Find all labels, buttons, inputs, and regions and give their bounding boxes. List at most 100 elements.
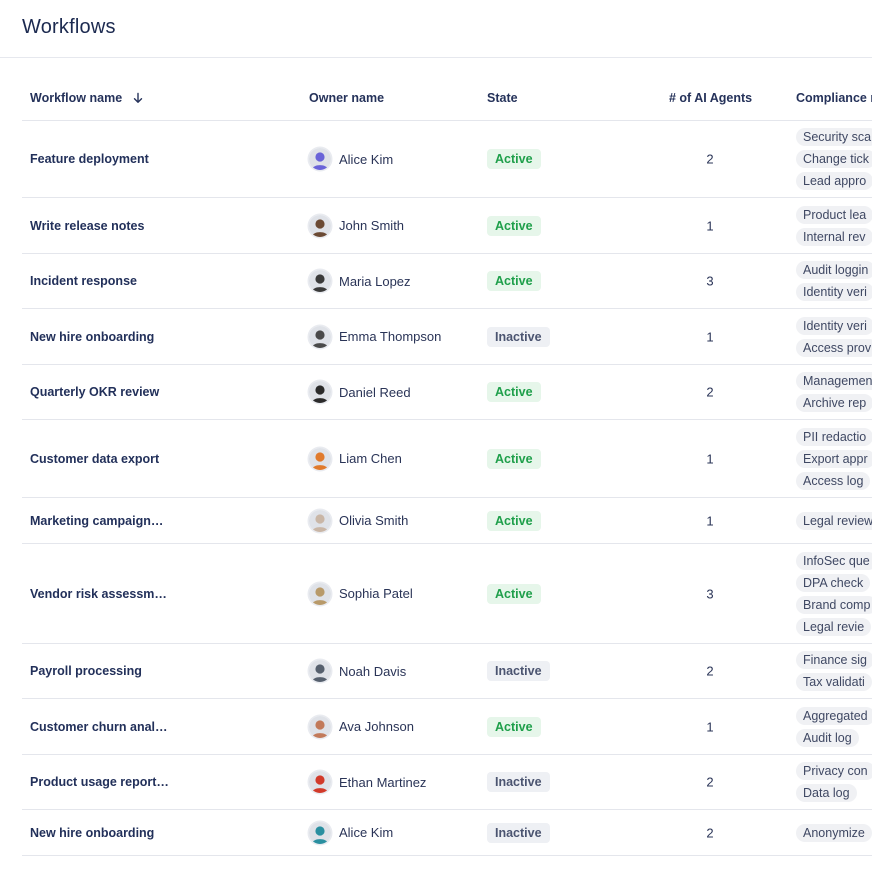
workflow-name-cell[interactable]: Vendor risk assessm…: [30, 586, 167, 601]
table-row[interactable]: Customer churn anal… Ava Johnson Active 1 Ag…: [22, 699, 872, 755]
state-cell: Active: [487, 382, 541, 402]
status-badge: Active: [487, 149, 541, 169]
compliance-chip: PII redactio: [796, 427, 872, 446]
workflow-name-cell[interactable]: Quarterly OKR review: [30, 385, 160, 399]
page-header: Workflows: [0, 0, 872, 58]
state-cell: Active: [487, 149, 541, 169]
compliance-cell: PII redactio Export appr Access log: [796, 427, 872, 490]
owner-name: Ethan Martinez: [339, 774, 427, 790]
avatar: [309, 270, 331, 292]
column-header-state[interactable]: State: [487, 91, 518, 105]
compliance-chip: Finance sig: [796, 651, 872, 669]
ai-agents-count: 1: [706, 329, 714, 344]
compliance-chip: Legal revie: [796, 617, 872, 636]
ai-agents-count: 2: [706, 384, 714, 400]
compliance-cell: Aggregated Audit log: [796, 706, 872, 747]
compliance-chip: InfoSec que: [796, 551, 872, 570]
owner-name: Sophia Patel: [339, 586, 413, 601]
state-cell: Inactive: [487, 822, 550, 843]
workflow-name-cell[interactable]: Product usage report…: [30, 775, 169, 789]
arrow-down-icon[interactable]: [132, 92, 144, 107]
compliance-cell: Finance sig Tax validati: [796, 651, 872, 691]
status-badge: Active: [487, 448, 541, 469]
compliance-chip: Data log: [796, 784, 857, 802]
table-row[interactable]: Vendor risk assessm… Sophia Patel Active 3 I…: [22, 544, 872, 644]
owner-cell: Ava Johnson: [309, 715, 414, 738]
workflow-name-cell[interactable]: Feature deployment: [30, 152, 149, 166]
owner-cell: Alice Kim: [309, 148, 393, 170]
table-header: Workflow name Owner name State # of AI A…: [22, 76, 872, 121]
workflow-name-cell[interactable]: Write release notes: [30, 218, 145, 233]
status-badge: Active: [487, 382, 541, 402]
status-badge: Active: [487, 583, 541, 604]
owner-cell: Liam Chen: [309, 447, 402, 470]
avatar: [309, 381, 331, 403]
status-badge: Active: [487, 510, 541, 531]
compliance-chip: Access prov: [796, 338, 872, 357]
compliance-chip: Identity veri: [796, 283, 872, 301]
ai-agents-count: 2: [706, 151, 714, 167]
compliance-chip: Audit log: [796, 728, 859, 747]
status-badge: Inactive: [487, 772, 550, 792]
compliance-cell: InfoSec que DPA check Brand comp Legal revi…: [796, 551, 872, 636]
owner-name: Alice Kim: [339, 151, 394, 167]
column-header-ai-agents[interactable]: # of AI Agents: [669, 91, 753, 105]
workflow-name-cell[interactable]: Customer churn anal…: [30, 719, 168, 734]
avatar: [309, 582, 331, 605]
state-cell: Active: [487, 271, 541, 291]
table-row[interactable]: Feature deployment Alice Kim Active 2 Securi…: [22, 121, 872, 198]
ai-agents-count: 3: [706, 273, 714, 289]
column-header-label: Workflow name: [30, 91, 123, 105]
table-row[interactable]: Payroll processing Noah Davis Inactive 2 Fin…: [22, 644, 872, 699]
owner-cell: Ethan Martinez: [309, 771, 426, 793]
compliance-chip: Change tick: [796, 150, 872, 168]
avatar: [309, 715, 331, 738]
compliance-chip: Privacy con: [796, 762, 872, 780]
ai-agents-count: 2: [706, 774, 714, 790]
avatar: [309, 148, 331, 170]
table-row[interactable]: New hire onboarding Alice Kim Inactive 2 Ano…: [22, 810, 872, 856]
status-badge: Inactive: [487, 661, 550, 681]
table-row[interactable]: Incident response Maria Lopez Active 3 Audit…: [22, 254, 872, 309]
state-cell: Active: [487, 583, 541, 604]
table-row[interactable]: Marketing campaign… Olivia Smith Active 1 Le…: [22, 498, 872, 544]
table-row[interactable]: Quarterly OKR review Daniel Reed Active 2 Ma…: [22, 365, 872, 420]
workflow-name-cell[interactable]: Incident response: [30, 274, 137, 288]
owner-cell: Sophia Patel: [309, 582, 413, 605]
compliance-cell: Security sca Change tick Lead appro: [796, 128, 872, 190]
state-cell: Active: [487, 448, 541, 469]
avatar: [309, 660, 331, 682]
table-row[interactable]: Write release notes John Smith Active 1 Prod…: [22, 198, 872, 254]
workflow-name-cell[interactable]: Marketing campaign…: [30, 513, 164, 528]
owner-cell: John Smith: [309, 214, 405, 237]
compliance-chip: Aggregated: [796, 706, 872, 725]
workflow-name-cell[interactable]: New hire onboarding: [30, 329, 155, 344]
compliance-cell: Legal review: [796, 511, 872, 530]
table-row[interactable]: Product usage report… Ethan Martinez Inact…: [22, 755, 872, 810]
ai-agents-count: 1: [706, 218, 714, 233]
workflows-table: Workflow name Owner name State # of AI A…: [22, 76, 872, 856]
workflow-name-cell[interactable]: Payroll processing: [30, 664, 142, 678]
owner-cell: Noah Davis: [309, 660, 406, 682]
workflow-name-cell[interactable]: New hire onboarding: [30, 825, 155, 840]
compliance-chip: Brand comp: [796, 595, 872, 614]
column-header-workflow-name[interactable]: Workflow name: [30, 91, 144, 107]
owner-name: Daniel Reed: [339, 384, 411, 400]
table-row[interactable]: New hire onboarding Emma Thompson Inactive…: [22, 309, 872, 365]
ai-agents-count: 2: [706, 825, 714, 840]
column-header-owner-name[interactable]: Owner name: [309, 91, 385, 105]
column-header-compliance[interactable]: Compliance r: [796, 91, 872, 105]
compliance-cell: Identity veri Access prov: [796, 316, 872, 357]
owner-name: John Smith: [339, 218, 405, 233]
owner-name: Liam Chen: [339, 451, 402, 466]
table-body: Feature deployment Alice Kim Active 2 Securi…: [22, 121, 872, 856]
compliance-chip: Export appr: [796, 449, 872, 468]
ai-agents-count: 1: [706, 719, 714, 734]
workflow-name-cell[interactable]: Customer data export: [30, 451, 160, 466]
status-badge: Inactive: [487, 822, 550, 843]
state-cell: Inactive: [487, 772, 550, 792]
table-row[interactable]: Customer data export Liam Chen Active 1 PII …: [22, 420, 872, 498]
compliance-cell: Audit loggin Identity veri: [796, 261, 872, 301]
state-cell: Inactive: [487, 661, 550, 681]
ai-agents-count: 3: [706, 586, 714, 601]
